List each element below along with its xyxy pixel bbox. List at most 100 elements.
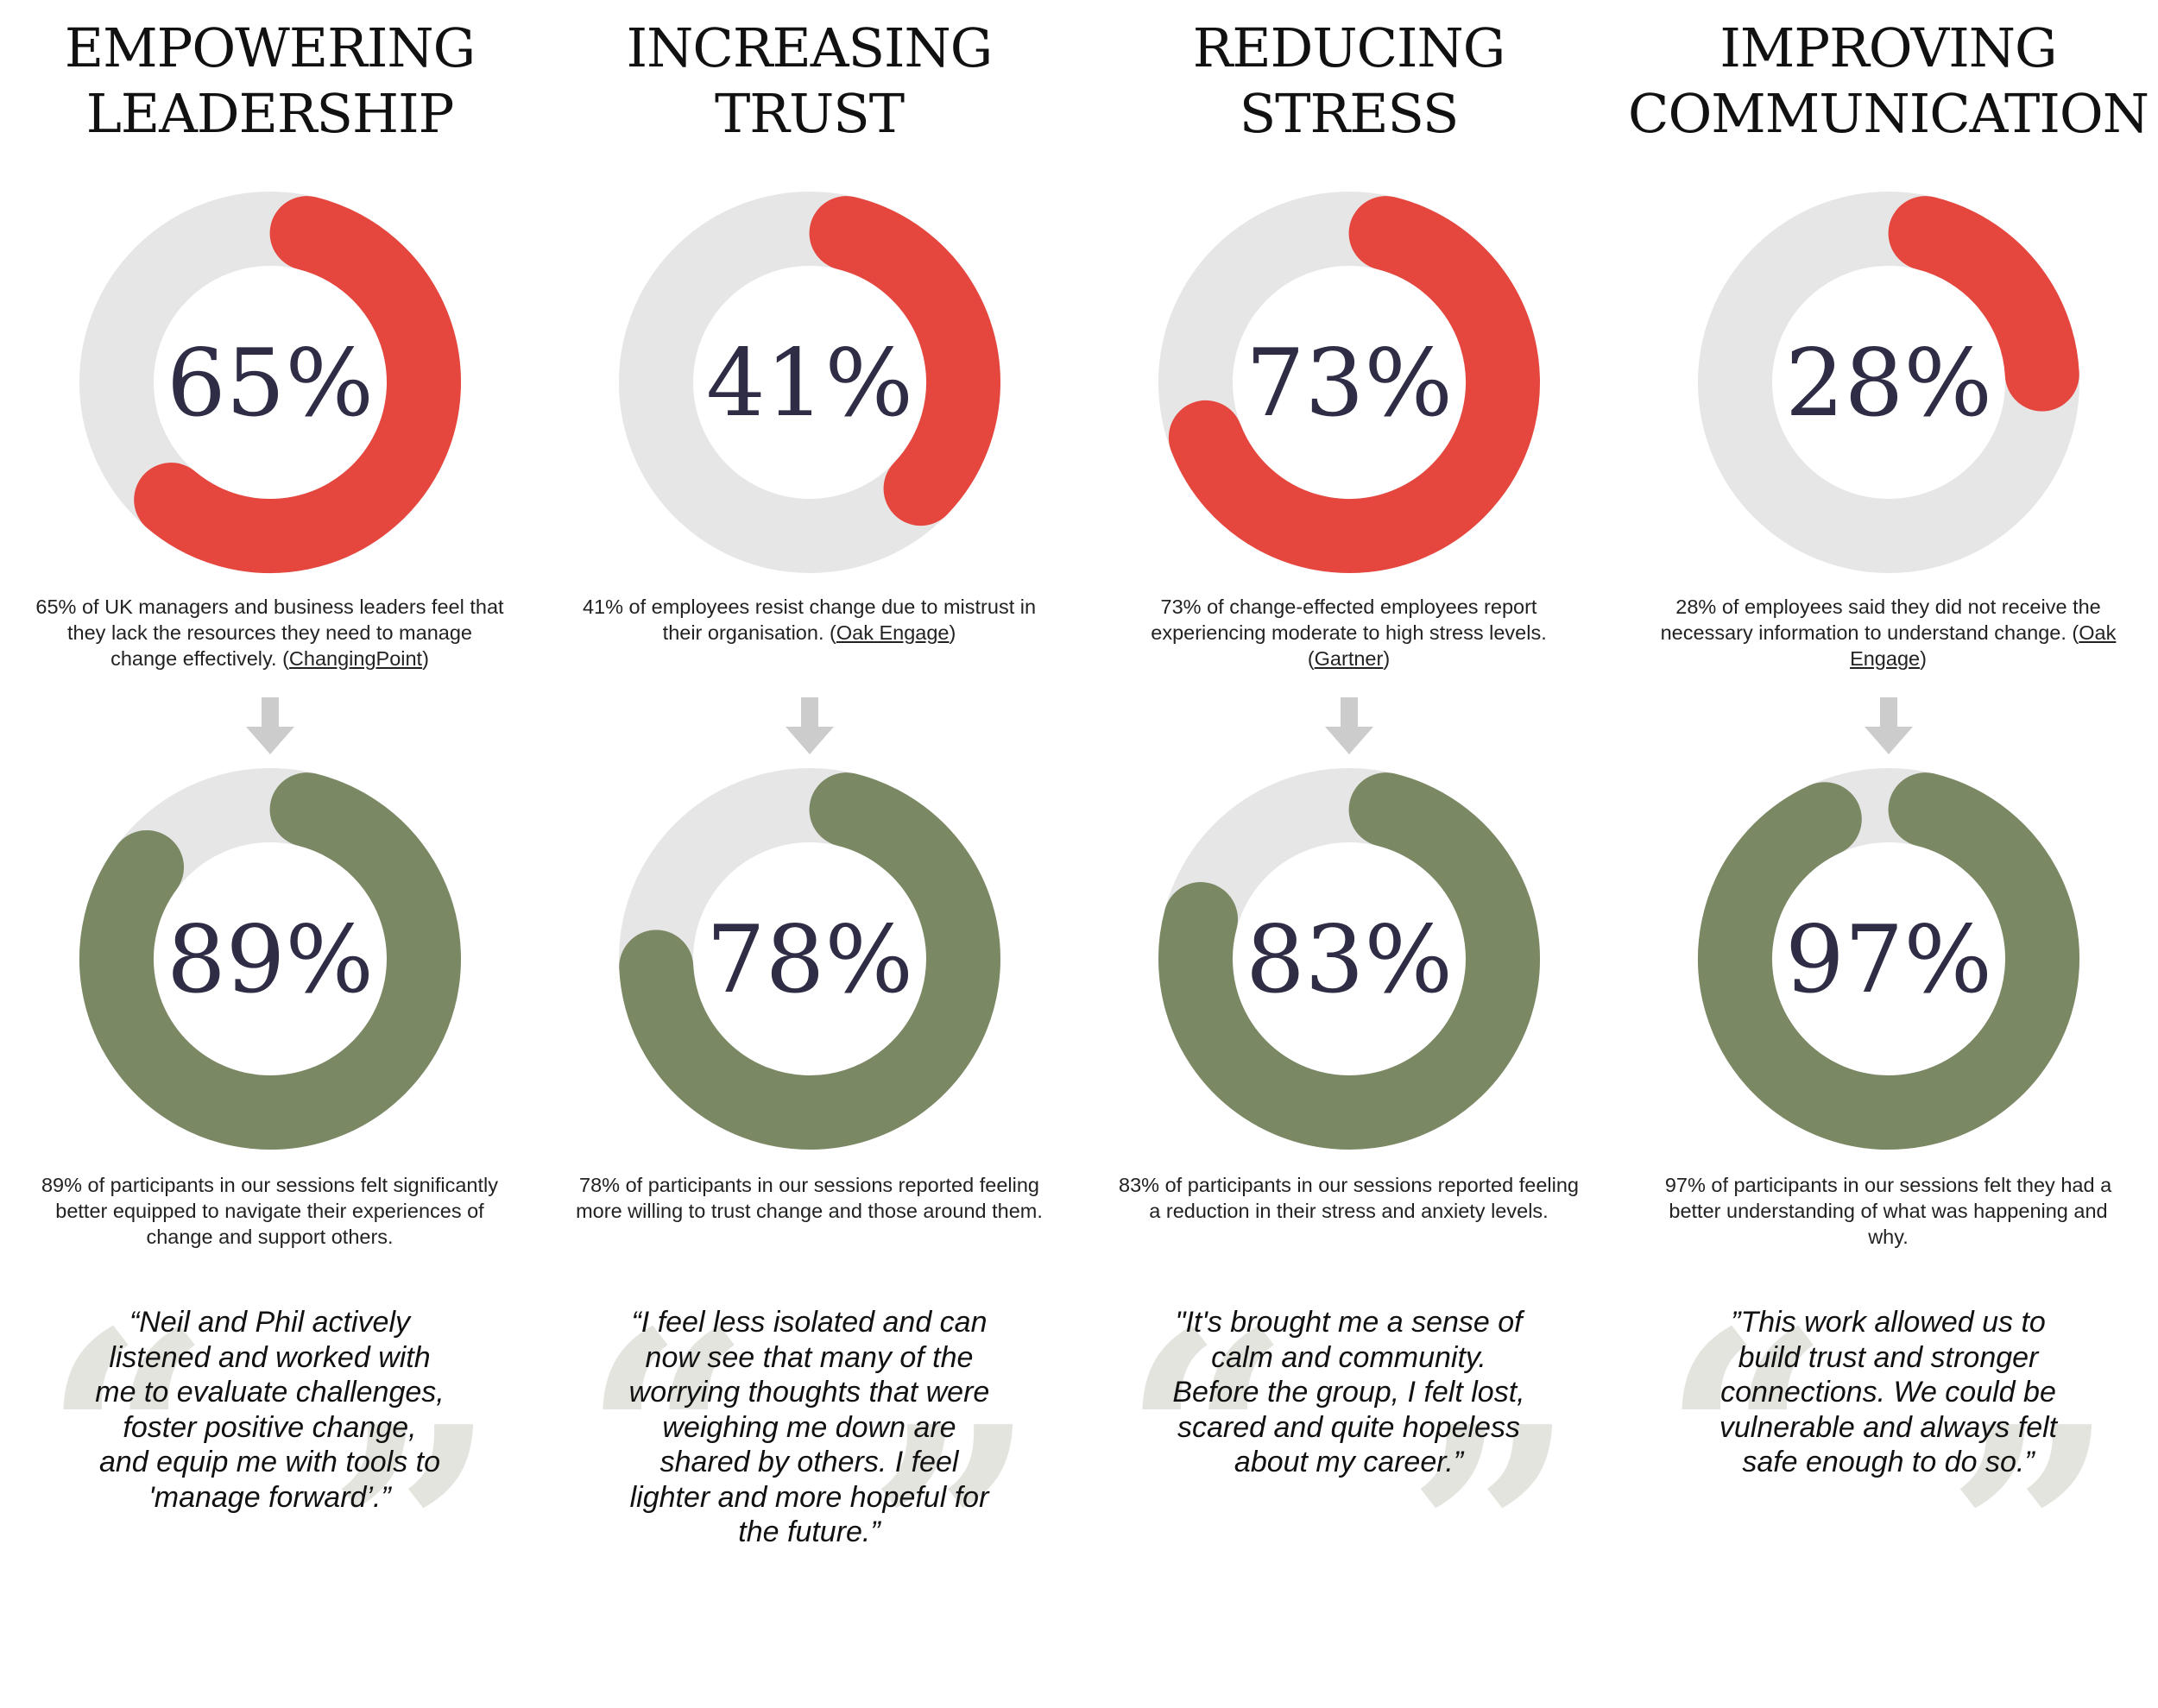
down-arrow-icon <box>1865 697 1913 754</box>
donut-value-arc <box>619 772 1000 1150</box>
before-donut: 65% <box>79 192 461 573</box>
percentage-label: 28% <box>1785 330 1992 438</box>
quote-line: scared and quite hopeless <box>1177 1410 1520 1444</box>
after-donut: 97% <box>1698 768 2079 1150</box>
before-donut: 28% <box>1698 192 2079 573</box>
testimonial: “” ”This work allowed us to build trust an… <box>1662 1295 2115 1683</box>
quote-line: "It's brought me a sense of <box>1175 1306 1523 1339</box>
donut-value-arc <box>1158 772 1540 1150</box>
heading-line: TRUST <box>714 82 905 145</box>
quote-line: shared by others. I feel <box>659 1446 959 1478</box>
after-caption: 83% of participants in our sessions repo… <box>1119 1174 1579 1222</box>
quote-line: vulnerable and always felt <box>1719 1410 2058 1444</box>
before-caption-text: 41% of employees resist change due to mi… <box>582 596 1037 644</box>
before-caption: 65% of UK managers and business leaders … <box>35 596 504 670</box>
open-quote-icon: “ <box>583 1269 752 1613</box>
down-arrow-shape <box>786 697 834 754</box>
heading-line: INCREASING <box>626 16 994 79</box>
quote-line: now see that many of the <box>645 1340 974 1374</box>
column-heading: EMPOWERING LEADERSHIP <box>0 16 540 147</box>
quote-line: worrying thoughts that were <box>628 1376 990 1409</box>
donut-value-arc <box>809 196 1000 526</box>
column-heading: IMPROVING COMMUNICATION <box>1618 16 2158 147</box>
column-4: IMPROVING COMMUNICATION 28% 28% of employee… <box>1618 0 2158 1683</box>
quote-line: Before the group, I felt lost, <box>1172 1376 1525 1409</box>
column-heading: INCREASING TRUST <box>540 16 1079 147</box>
testimonial-text: “Neil and Phil actively listened and work… <box>43 1305 496 1515</box>
before-caption: 41% of employees resist change due to mi… <box>582 596 1037 644</box>
column-2: INCREASING TRUST 41% 41% of employees resis… <box>540 0 1079 1683</box>
before-donut: 73% <box>1158 192 1540 573</box>
percentage-label: 78% <box>706 906 913 1014</box>
heading-line: COMMUNICATION <box>1628 82 2149 145</box>
down-arrow-icon <box>246 697 294 754</box>
before-caption: 73% of change-effected employees report … <box>1151 596 1547 670</box>
donut-value-arc <box>134 196 461 573</box>
donut-value-arc <box>1888 196 2079 412</box>
source-link[interactable]: Gartner <box>1314 647 1384 670</box>
down-arrow-icon <box>1325 697 1373 754</box>
source-link[interactable]: Oak Engage <box>1850 621 2117 670</box>
quote-line: 'manage forward’.” <box>148 1480 391 1514</box>
quote-line: ”This work allowed us to <box>1731 1306 2046 1339</box>
donut-value-arc <box>79 772 461 1150</box>
quote-line: safe enough to do so.” <box>1742 1446 2035 1478</box>
testimonial-text: ”This work allowed us to build trust and … <box>1662 1305 2115 1480</box>
quote-line: build trust and stronger <box>1738 1340 2039 1374</box>
open-quote-icon: “ <box>1662 1269 1831 1613</box>
percentage-label: 89% <box>167 906 374 1014</box>
column-heading: REDUCING STRESS <box>1079 16 1618 147</box>
before-caption-text: 65% of UK managers and business leaders … <box>35 596 504 670</box>
quote-line: “Neil and Phil actively <box>129 1306 411 1339</box>
percentage-label: 73% <box>1246 330 1453 438</box>
before-caption-text: 28% of employees said they did not recei… <box>1660 596 2101 644</box>
heading-line: IMPROVING <box>1719 16 2057 79</box>
quote-line: connections. We could be <box>1720 1376 2056 1409</box>
donut-value-arc <box>1168 196 1540 573</box>
source-link[interactable]: Oak Engage <box>836 621 950 644</box>
donut-value-arc <box>1698 772 2079 1150</box>
quote-line: lighter and more hopeful for <box>629 1480 989 1514</box>
heading-line: REDUCING <box>1192 16 1506 79</box>
percentage-label: 41% <box>706 330 913 438</box>
before-caption-text: 73% of change-effected employees report … <box>1151 596 1547 670</box>
column-1: EMPOWERING LEADERSHIP 65% 65% of UK manager… <box>0 0 540 1683</box>
heading-line: EMPOWERING <box>64 16 476 79</box>
quote-line: “I feel less isolated and can <box>631 1306 988 1339</box>
quote-line: calm and community. <box>1211 1340 1486 1374</box>
down-arrow-shape <box>1865 697 1913 754</box>
down-arrow-icon <box>786 697 834 754</box>
quote-line: listened and worked with <box>109 1340 431 1374</box>
open-quote-icon: “ <box>1122 1269 1291 1613</box>
before-caption: 28% of employees said they did not recei… <box>1660 596 2117 670</box>
down-arrow-shape <box>1325 697 1373 754</box>
percentage-label: 83% <box>1246 906 1453 1014</box>
quote-line: foster positive change, <box>123 1410 417 1444</box>
percentage-label: 65% <box>167 330 374 438</box>
testimonial: “” “Neil and Phil actively listened and wo… <box>43 1295 496 1683</box>
column-3: REDUCING STRESS 73% 73% of change-effected … <box>1079 0 1618 1683</box>
percentage-label: 97% <box>1785 906 1992 1014</box>
after-donut: 89% <box>79 768 461 1150</box>
heading-line: LEADERSHIP <box>85 82 455 145</box>
after-caption: 89% of participants in our sessions felt… <box>41 1174 498 1248</box>
after-caption: 97% of participants in our sessions felt… <box>1664 1174 2112 1248</box>
down-arrow-shape <box>246 697 294 754</box>
quote-line: about my career.” <box>1234 1446 1464 1478</box>
testimonial-text: "It's brought me a sense of calm and comm… <box>1122 1305 1575 1480</box>
quote-line: me to evaluate challenges, <box>95 1376 445 1409</box>
open-quote-icon: “ <box>43 1269 212 1613</box>
testimonial-text: “I feel less isolated and can now see tha… <box>583 1305 1036 1550</box>
before-donut: 41% <box>619 192 1000 573</box>
quote-line: and equip me with tools to <box>98 1446 441 1478</box>
after-donut: 83% <box>1158 768 1540 1150</box>
testimonial: “” “I feel less isolated and can now see t… <box>583 1295 1036 1683</box>
quote-line: weighing me down are <box>662 1410 956 1444</box>
source-link[interactable]: ChangingPoint <box>288 647 423 670</box>
after-caption: 78% of participants in our sessions repo… <box>576 1174 1043 1222</box>
heading-line: STRESS <box>1239 82 1460 145</box>
quote-line: the future.” <box>738 1516 880 1548</box>
after-donut: 78% <box>619 768 1000 1150</box>
testimonial: “” "It's brought me a sense of calm and co… <box>1122 1295 1575 1683</box>
